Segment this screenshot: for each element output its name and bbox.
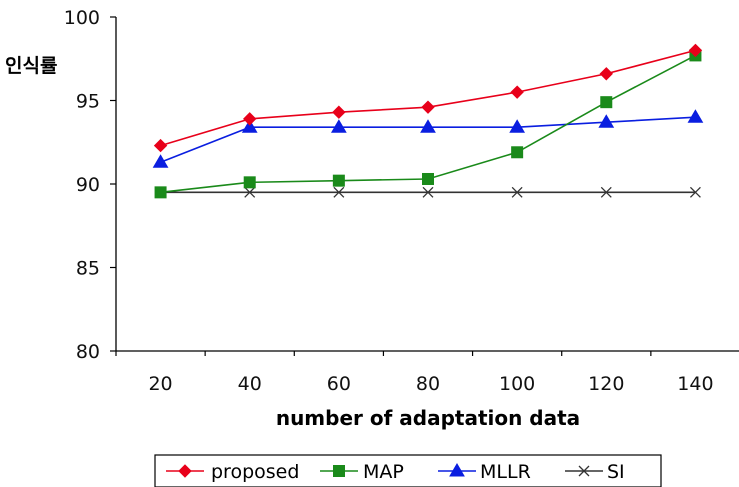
data-point xyxy=(330,119,347,133)
y-tick-label: 95 xyxy=(76,91,100,113)
series-proposed xyxy=(153,43,703,153)
data-point xyxy=(511,186,523,198)
legend-marker xyxy=(333,465,345,477)
data-point xyxy=(687,109,704,123)
x-axis-label: number of adaptation data xyxy=(276,406,580,430)
x-tick-label: 140 xyxy=(677,373,713,395)
data-point xyxy=(689,186,701,198)
data-point xyxy=(510,85,524,99)
y-tick-label: 80 xyxy=(76,341,100,363)
data-point xyxy=(420,119,436,133)
data-point xyxy=(243,176,256,189)
x-axis: 20 40 60 80 100 120 140 xyxy=(115,350,739,395)
x-tick-label: 40 xyxy=(238,373,262,395)
legend-marker xyxy=(449,463,465,477)
data-point xyxy=(154,186,167,199)
series-map xyxy=(154,49,702,199)
data-point xyxy=(509,119,526,133)
x-tick-label: 120 xyxy=(588,373,624,395)
data-point xyxy=(600,186,612,198)
legend-label: proposed xyxy=(211,461,299,483)
data-point xyxy=(332,174,345,187)
x-tick-label: 60 xyxy=(327,373,351,395)
data-point xyxy=(244,186,256,198)
legend-item: MLLR xyxy=(438,461,531,483)
data-point xyxy=(422,172,434,185)
legend: proposed MAP MLLR SI xyxy=(154,454,662,487)
legend-label: SI xyxy=(607,461,625,483)
legend-item: SI xyxy=(565,461,625,483)
data-point xyxy=(421,100,435,114)
legend-item: MAP xyxy=(320,461,404,483)
legend-marker xyxy=(578,465,590,477)
data-point xyxy=(511,146,524,159)
data-point xyxy=(333,186,345,198)
data-point xyxy=(600,96,613,109)
legend-marker xyxy=(178,464,192,478)
x-tick-label: 80 xyxy=(416,373,440,395)
series-mllr xyxy=(152,109,704,168)
series-group xyxy=(152,43,704,199)
data-point xyxy=(243,112,257,126)
data-point xyxy=(152,154,169,168)
data-point xyxy=(598,114,615,128)
data-point xyxy=(688,43,703,58)
y-axis: 80 85 90 95 100 xyxy=(64,7,117,363)
data-point xyxy=(422,186,434,198)
y-tick-label: 90 xyxy=(76,174,100,196)
data-point xyxy=(599,67,613,81)
legend-item: proposed xyxy=(166,461,299,483)
x-tick-label: 100 xyxy=(499,373,535,395)
x-tick-label: 20 xyxy=(148,373,172,395)
y-tick-label: 85 xyxy=(76,258,100,280)
legend-label: MLLR xyxy=(480,461,531,483)
series-si xyxy=(155,186,701,198)
y-tick-label: 100 xyxy=(64,7,100,29)
data-point xyxy=(241,119,258,133)
y-axis-label: 인식률 xyxy=(5,55,57,77)
data-point xyxy=(332,105,346,119)
legend-label: MAP xyxy=(363,461,404,483)
data-point xyxy=(153,138,168,153)
